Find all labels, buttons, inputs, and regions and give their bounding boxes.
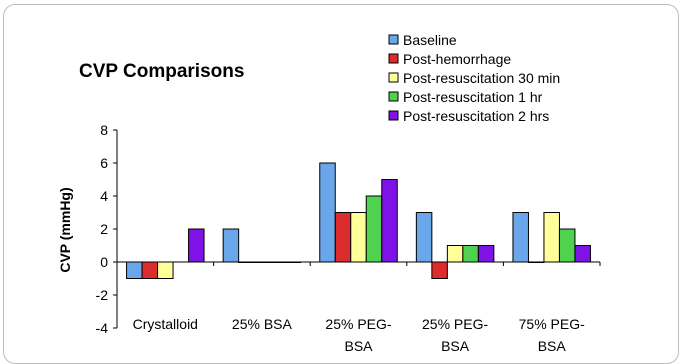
bar-1-5	[512, 212, 529, 263]
bar-3-1	[157, 261, 174, 279]
legend-label: Post-resuscitation 2 hrs	[403, 108, 549, 124]
bar-4-3	[365, 195, 383, 263]
category-label: 25% PEG-	[422, 316, 488, 332]
legend-swatch	[388, 34, 399, 45]
bar-1-2	[222, 228, 240, 263]
bar-3-4	[446, 245, 464, 263]
bar-5-3	[381, 179, 398, 263]
bar-3-2	[253, 261, 271, 263]
bar-5-5	[574, 245, 591, 263]
bar-2-5	[527, 261, 545, 263]
legend-swatch	[388, 110, 399, 121]
category-label: 75% PEG-	[519, 316, 585, 332]
legend-swatch	[388, 72, 399, 83]
y-tick-label: -4	[96, 320, 109, 336]
bar-4-4	[462, 245, 479, 263]
legend-label: Post-resuscitation 30 min	[403, 70, 560, 86]
y-axis-label: CVP (mmHg)	[57, 187, 73, 272]
category-label: 25% BSA	[232, 316, 293, 332]
y-tick-label: -2	[96, 287, 109, 303]
category-label: 25% PEG-	[325, 316, 391, 332]
chart-page: CVP Comparisons CVP (mmHg) -4 -2 0 2 4 6 8 Crys…	[3, 4, 679, 364]
bar-1-1	[126, 261, 143, 279]
cvp-chart: CVP Comparisons CVP (mmHg) -4 -2 0 2 4 6 8 Crys…	[57, 32, 601, 354]
bar-4-5	[558, 228, 576, 263]
y-tick-label: 8	[100, 122, 108, 138]
bar-2-2	[238, 261, 255, 263]
bar-5-1	[188, 228, 205, 263]
legend-label: Post-hemorrhage	[403, 51, 511, 67]
bar-5-4	[477, 245, 495, 263]
bar-2-1	[141, 261, 159, 279]
bar-2-4	[431, 261, 448, 279]
chart-frame	[3, 4, 679, 364]
y-tick-label: 6	[100, 155, 108, 171]
plot-area: -4 -2 0 2 4 6 8 Crystalloid 25% BSA 25% PEG- BSA 25…	[96, 122, 601, 354]
category-label: BSA	[538, 338, 567, 354]
legend-label: Post-resuscitation 1 hr	[403, 89, 543, 105]
legend-swatch	[388, 91, 399, 102]
category-label: BSA	[344, 338, 373, 354]
bar-5-2	[284, 261, 302, 263]
category-label: Crystalloid	[133, 316, 198, 332]
y-tick-label: 4	[100, 188, 108, 204]
legend-label: Baseline	[403, 32, 457, 48]
category-label: BSA	[441, 338, 470, 354]
bar-2-3	[334, 212, 352, 263]
legend-swatch	[388, 53, 399, 64]
chart-title: CVP Comparisons	[79, 61, 244, 82]
bar-1-4	[415, 212, 433, 263]
bar-3-3	[350, 212, 367, 263]
y-tick-label: 2	[100, 221, 108, 237]
bar-3-5	[543, 212, 560, 263]
y-tick-label: 0	[100, 254, 108, 270]
bar-1-3	[319, 162, 336, 263]
bar-4-2	[269, 261, 286, 263]
legend: Baseline Post-hemorrhage Post-resuscitatio…	[388, 32, 560, 124]
